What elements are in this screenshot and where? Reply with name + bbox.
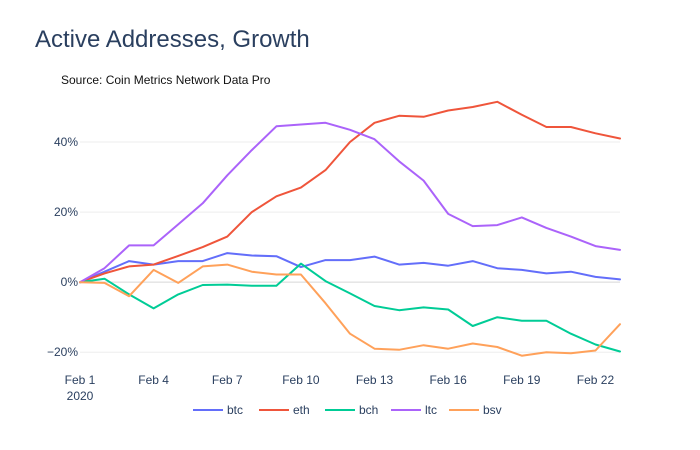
- legend-label-bch: bch: [359, 403, 378, 417]
- legend-label-ltc: ltc: [425, 403, 437, 417]
- x-tick-label: Feb 22: [577, 373, 615, 387]
- y-tick-label: 40%: [54, 135, 78, 149]
- y-tick-label: 0%: [61, 275, 79, 289]
- x-tick-label: Feb 7: [212, 373, 243, 387]
- y-tick-label: −20%: [47, 345, 78, 359]
- series-line-ltc: [79, 121, 621, 284]
- gridlines: [80, 141, 620, 353]
- x-axis-ticks: Feb 1 2020 Feb 4 Feb 7 Feb 10 Feb 13 Feb 16 Feb…: [65, 373, 615, 403]
- series-line-btc: [79, 252, 621, 284]
- y-tick-label: 20%: [54, 205, 78, 219]
- x-tick-label: Feb 10: [282, 373, 320, 387]
- series-line-bsv: [79, 263, 621, 357]
- y-axis-ticks: −20% 0% 20% 40%: [47, 135, 78, 359]
- chart-title: Active Addresses, Growth: [35, 26, 310, 53]
- x-tick-label: Feb 13: [356, 373, 394, 387]
- legend-label-bsv: bsv: [483, 403, 502, 417]
- legend-label-eth: eth: [293, 403, 310, 417]
- series-line-eth: [79, 100, 621, 284]
- x-tick-label: Feb 4: [138, 373, 169, 387]
- legend-label-btc: btc: [227, 403, 243, 417]
- series-line-bch: [79, 262, 621, 353]
- x-tick-label: Feb 19: [503, 373, 541, 387]
- series-lines: [79, 100, 621, 357]
- x-tick-label: Feb 1: [65, 373, 96, 387]
- x-tick-sublabel: 2020: [67, 389, 94, 403]
- chart-subtitle: Source: Coin Metrics Network Data Pro: [61, 73, 271, 87]
- x-tick-label: Feb 16: [430, 373, 468, 387]
- legend: btc eth bch ltc bsv: [193, 403, 502, 417]
